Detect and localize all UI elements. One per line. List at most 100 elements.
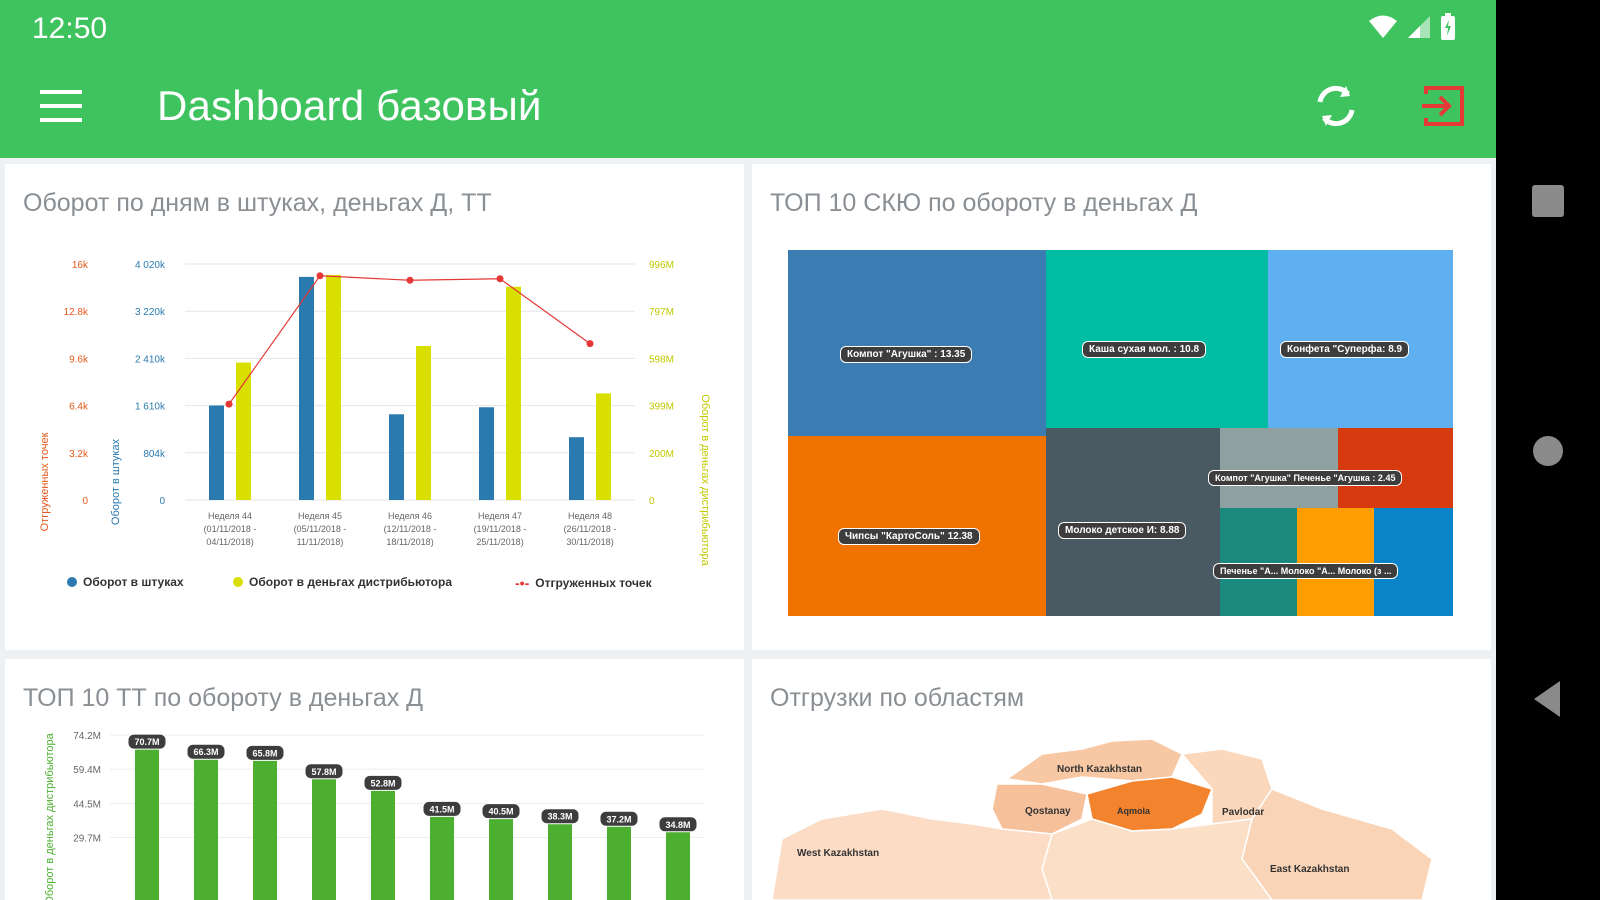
category-label: Неделя 47 — [478, 511, 522, 521]
left-tick-label: 12.8k — [64, 307, 89, 318]
triangle-back-icon — [1534, 681, 1560, 717]
tt-value-label: 52.8M — [363, 774, 403, 791]
region-east-kazakhstan[interactable] — [1241, 788, 1433, 900]
home-button[interactable] — [1524, 427, 1572, 475]
square-icon — [1532, 185, 1564, 217]
treemap-label: Компот "Агушка" : 13.35 — [840, 346, 973, 363]
region-qostanay[interactable] — [991, 783, 1088, 835]
tt-value-text: 38.3M — [547, 812, 572, 822]
treemap-cell[interactable] — [1220, 428, 1338, 508]
tt-bar — [253, 754, 277, 900]
recents-button[interactable] — [1524, 177, 1572, 225]
mid-tick-label: 1 610k — [135, 402, 166, 413]
tt-value-label: 34.8M — [658, 816, 698, 833]
top-sku-treemap: Компот "Агушка" : 13.35 Каша сухая мол. … — [788, 250, 1453, 616]
tt-value-text: 66.3M — [193, 747, 218, 757]
menu-button[interactable] — [38, 86, 84, 126]
tt-bar — [371, 784, 395, 900]
logout-button[interactable] — [1418, 80, 1470, 132]
tt-value-label: 40.5M — [481, 803, 521, 820]
legend-label-points: Отгруженных точек — [535, 576, 652, 590]
refresh-button[interactable] — [1310, 80, 1362, 132]
tt-value-label: 65.8M — [245, 744, 285, 761]
tt-value-badge — [304, 763, 344, 780]
category-label: Неделя 46 — [388, 511, 432, 521]
treemap-cell[interactable] — [788, 250, 1046, 436]
line-point — [406, 276, 414, 284]
status-icons — [1368, 13, 1456, 41]
right-tick-label: 797M — [649, 307, 674, 318]
right-tick-label: 399M — [649, 402, 674, 413]
treemap-cell[interactable] — [1338, 428, 1453, 508]
regions-card-title: Отгрузки по областям — [770, 684, 1025, 712]
sync-icon — [1317, 85, 1355, 127]
turnover-card-title: Оборот по дням в штуках, деньгах Д, ТТ — [23, 189, 492, 217]
legend-line-marker: -•- — [515, 575, 530, 591]
category-label: 18/11/2018) — [386, 537, 433, 547]
tt-value-text: 52.8M — [370, 778, 395, 788]
category-label: 25/11/2018) — [476, 537, 523, 547]
treemap-cell[interactable] — [788, 436, 1046, 616]
bar-money — [506, 286, 521, 500]
category-label: Неделя 44 — [208, 511, 252, 521]
tt-value-label: 41.5M — [422, 800, 462, 817]
tt-value-badge — [481, 803, 521, 820]
region-label: Qostanay — [1025, 806, 1071, 817]
legend-units[interactable]: Оборот в штуках — [67, 575, 184, 589]
tt-value-text: 41.5M — [429, 804, 454, 814]
legend-label-money: Оборот в деньгах дистрибьютора — [249, 575, 452, 589]
app-title: Dashboard базовый — [157, 82, 542, 129]
tt-value-label: 70.7M — [127, 733, 167, 750]
tt-bar — [135, 743, 159, 900]
region-west-kazakhstan[interactable] — [771, 808, 1053, 900]
tt-value-label: 37.2M — [599, 810, 639, 827]
top-tt-card[interactable]: ТОП 10 ТТ по обороту в деньгах Д 29.7M 44… — [5, 659, 744, 900]
tt-bar — [430, 810, 454, 900]
category-label: (19/11/2018 - — [474, 524, 527, 534]
legend-money[interactable]: Оборот в деньгах дистрибьютора — [233, 575, 452, 589]
tt-value-badge — [363, 774, 403, 791]
exit-icon — [1422, 86, 1464, 126]
hamburger-icon — [40, 90, 82, 122]
app-screen: 12:50 Dashboard базовый — [0, 0, 1496, 900]
turnover-card[interactable]: Оборот по дням в штуках, деньгах Д, ТТ 0… — [5, 164, 744, 650]
treemap-cell[interactable] — [1046, 250, 1268, 428]
tt-value-badge — [599, 810, 639, 827]
mid-tick-label: 3 220k — [135, 307, 166, 318]
treemap-cell[interactable] — [1220, 508, 1297, 616]
back-button[interactable] — [1524, 675, 1572, 723]
tt-value-text: 65.8M — [252, 748, 277, 758]
category-label: Неделя 45 — [298, 511, 342, 521]
category-label: (01/11/2018 - — [204, 524, 257, 534]
treemap-cell[interactable] — [1297, 508, 1374, 616]
top-tt-axis-title: Оборот в деньгах дистрибьютора — [44, 732, 56, 900]
status-time: 12:50 — [32, 12, 108, 45]
treemap-cell[interactable] — [1374, 508, 1453, 616]
bar-money — [236, 362, 251, 500]
tt-bar — [607, 820, 631, 900]
left-tick-label: 16k — [72, 260, 89, 271]
category-label: (05/11/2018 - — [294, 524, 347, 534]
right-tick-label: 200M — [649, 449, 674, 460]
category-label: 30/11/2018) — [566, 537, 613, 547]
regions-card[interactable]: Отгрузки по областям North Kazakhstan Qo… — [752, 659, 1491, 900]
bar-units — [209, 405, 224, 500]
region-north-kazakhstan[interactable] — [1005, 738, 1183, 785]
top-tt-chart: 29.7M 44.5M 59.4M 74.2M 70.7M 66.3M 65.8M 57.8… — [44, 731, 705, 900]
bar-money — [416, 345, 431, 500]
status-bar: 12:50 — [0, 0, 1496, 56]
treemap-cell[interactable] — [1268, 250, 1453, 428]
region-karagandy[interactable] — [1041, 818, 1273, 900]
tt-value-label: 66.3M — [186, 743, 226, 760]
mid-axis-title: Оборот в штуках — [110, 438, 122, 525]
right-tick-label: 598M — [649, 354, 674, 365]
top-sku-card[interactable]: ТОП 10 СКЮ по обороту в деньгах Д Компот… — [752, 164, 1491, 650]
tt-value-badge — [540, 808, 580, 825]
line-point — [225, 400, 233, 408]
line-point — [586, 340, 594, 348]
left-tick-label: 9.6k — [69, 354, 89, 365]
bar-money — [596, 393, 611, 500]
legend-points[interactable]: -•- Отгруженных точек — [515, 575, 652, 591]
treemap-label: Каша сухая мол. : 10.8 — [1082, 341, 1207, 358]
mid-tick-label: 2 410k — [135, 354, 166, 365]
